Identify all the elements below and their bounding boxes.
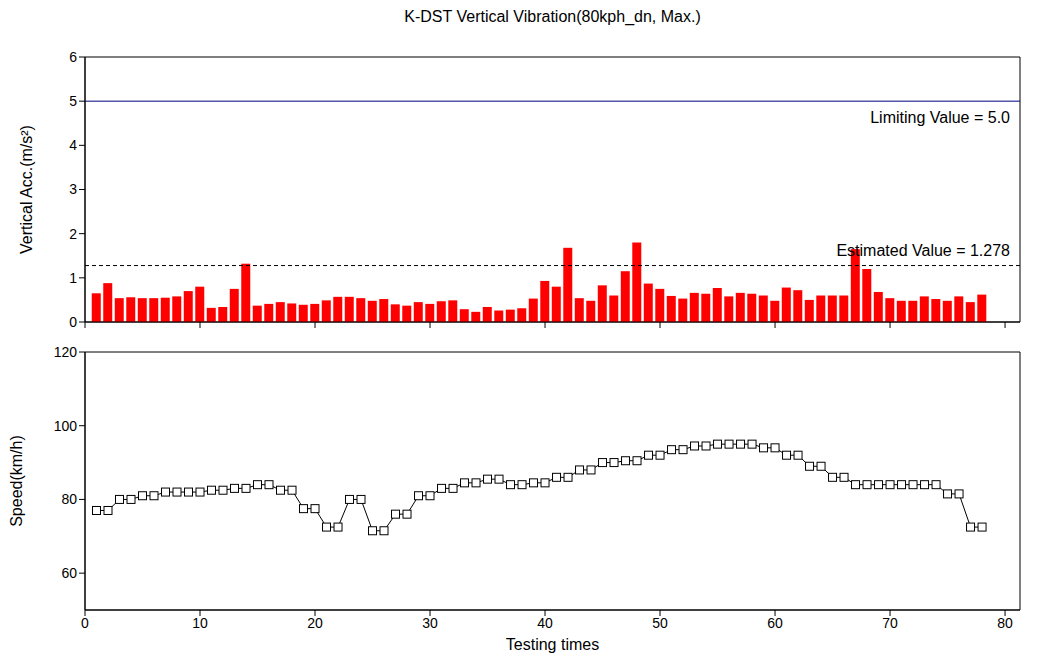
svg-text:2: 2 [69,226,77,242]
svg-text:4: 4 [69,137,77,153]
svg-text:60: 60 [767,615,783,631]
svg-text:Testing times: Testing times [506,636,599,653]
svg-text:3: 3 [69,181,77,197]
svg-text:70: 70 [882,615,898,631]
svg-text:0: 0 [81,615,89,631]
svg-text:80: 80 [997,615,1013,631]
svg-text:1: 1 [69,270,77,286]
svg-text:Speed(km/h): Speed(km/h) [8,435,25,527]
svg-text:120: 120 [54,344,78,360]
svg-text:Estimated Value = 1.278: Estimated Value = 1.278 [836,242,1010,259]
svg-text:60: 60 [61,565,77,581]
svg-text:Limiting Value = 5.0: Limiting Value = 5.0 [870,109,1010,126]
svg-text:80: 80 [61,491,77,507]
svg-text:5: 5 [69,93,77,109]
svg-text:100: 100 [54,418,78,434]
svg-text:10: 10 [192,615,208,631]
svg-text:40: 40 [537,615,553,631]
html-text:K-DST Vertical Vibration(80kph: K-DST Vertical Vibration(80kph_dn, Max.) [404,8,701,25]
svg-text:Vertical Acc.(m/s²): Vertical Acc.(m/s²) [18,125,35,254]
svg-text:20: 20 [307,615,323,631]
svg-text:50: 50 [652,615,668,631]
svg-text:6: 6 [69,49,77,65]
svg-text:0: 0 [69,314,77,330]
svg-text:30: 30 [422,615,438,631]
